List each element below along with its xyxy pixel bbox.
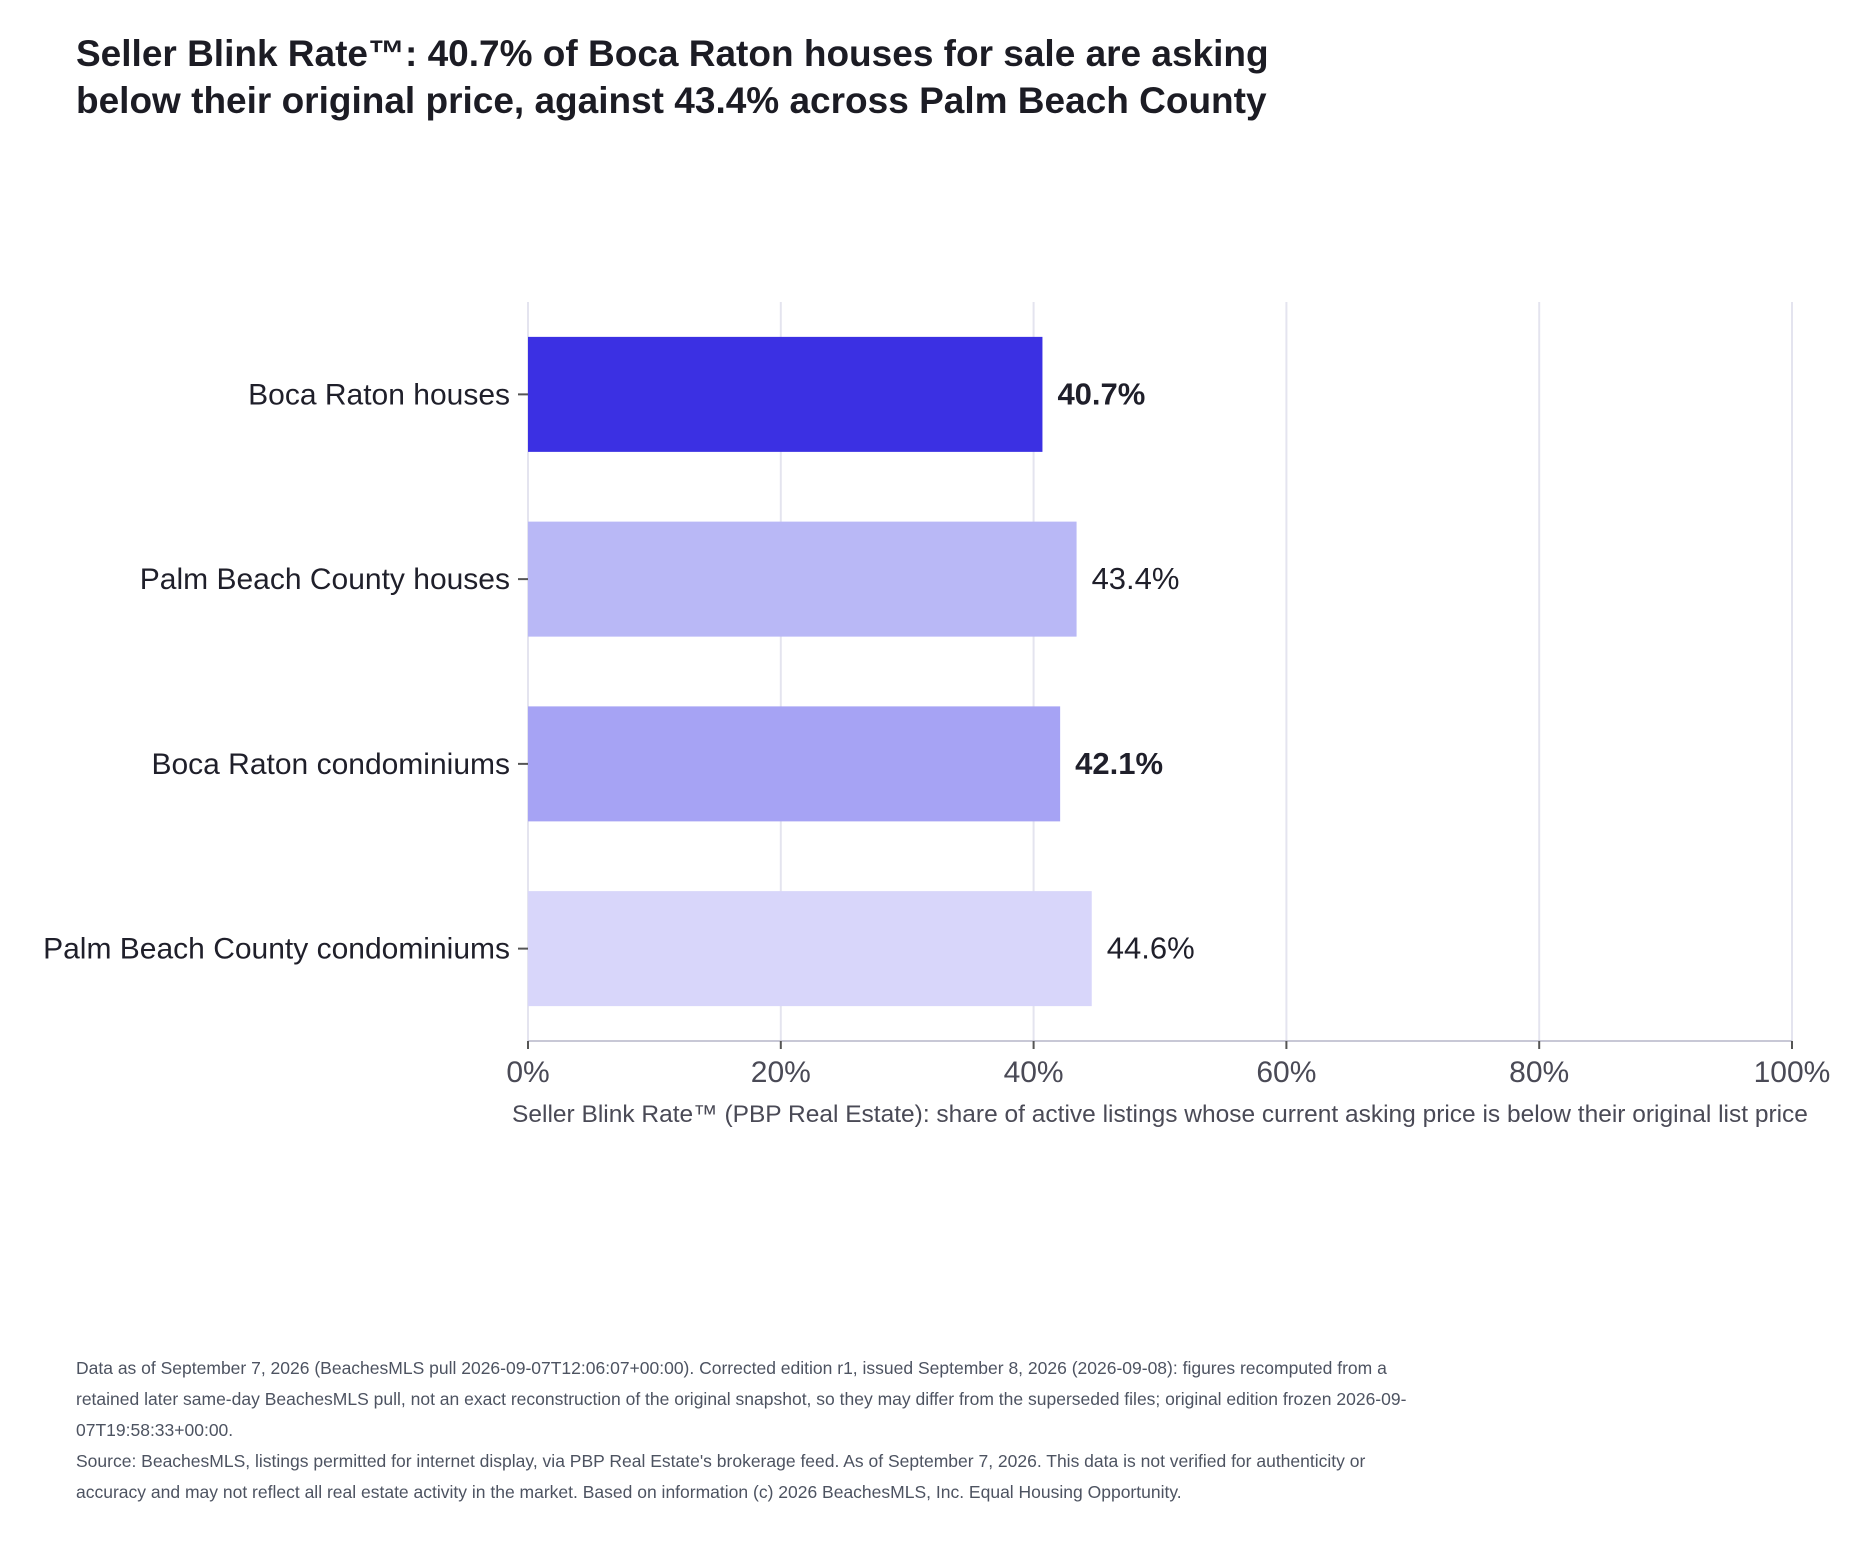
value-label-0: 40.7% — [1057, 376, 1145, 411]
category-label-2: Boca Raton condominiums — [151, 748, 510, 781]
category-label-0: Boca Raton houses — [248, 378, 510, 411]
data-note: Data as of September 7, 2026 (BeachesMLS… — [76, 1358, 1407, 1440]
x-tick-label-80: 80% — [1509, 1056, 1569, 1089]
bar-1 — [528, 521, 1077, 637]
chart-title-line-2: below their original price, against 43.4… — [76, 80, 1267, 121]
x-axis-label: Seller Blink Rate™ (PBP Real Estate): sh… — [512, 1101, 1808, 1128]
value-label-1: 43.4% — [1092, 561, 1180, 596]
bar-3 — [528, 891, 1092, 1007]
x-tick-label-20: 20% — [751, 1056, 811, 1089]
x-tick-label-0: 0% — [506, 1056, 549, 1089]
value-label-2: 42.1% — [1075, 746, 1163, 781]
bar-2 — [528, 706, 1061, 822]
source-note: Source: BeachesMLS, listings permitted f… — [76, 1451, 1366, 1502]
x-tick-label-40: 40% — [1004, 1056, 1064, 1089]
bar-chart: Boca Raton houses 40.7% Palm Beach County … — [43, 302, 1831, 1128]
x-tick-label-60: 60% — [1256, 1056, 1316, 1089]
bar-0 — [528, 336, 1043, 452]
chart-title: Seller Blink Rate™: 40.7% of Boca Raton … — [76, 30, 1476, 124]
category-label-3: Palm Beach County condominiums — [43, 933, 510, 966]
value-label-3: 44.6% — [1107, 931, 1195, 966]
category-label-1: Palm Beach County houses — [140, 563, 510, 596]
chart-title-line-1: Seller Blink Rate™: 40.7% of Boca Raton … — [76, 33, 1269, 74]
footnotes: Data as of September 7, 2026 (BeachesMLS… — [76, 1353, 1436, 1508]
x-tick-label-100: 100% — [1754, 1056, 1831, 1089]
